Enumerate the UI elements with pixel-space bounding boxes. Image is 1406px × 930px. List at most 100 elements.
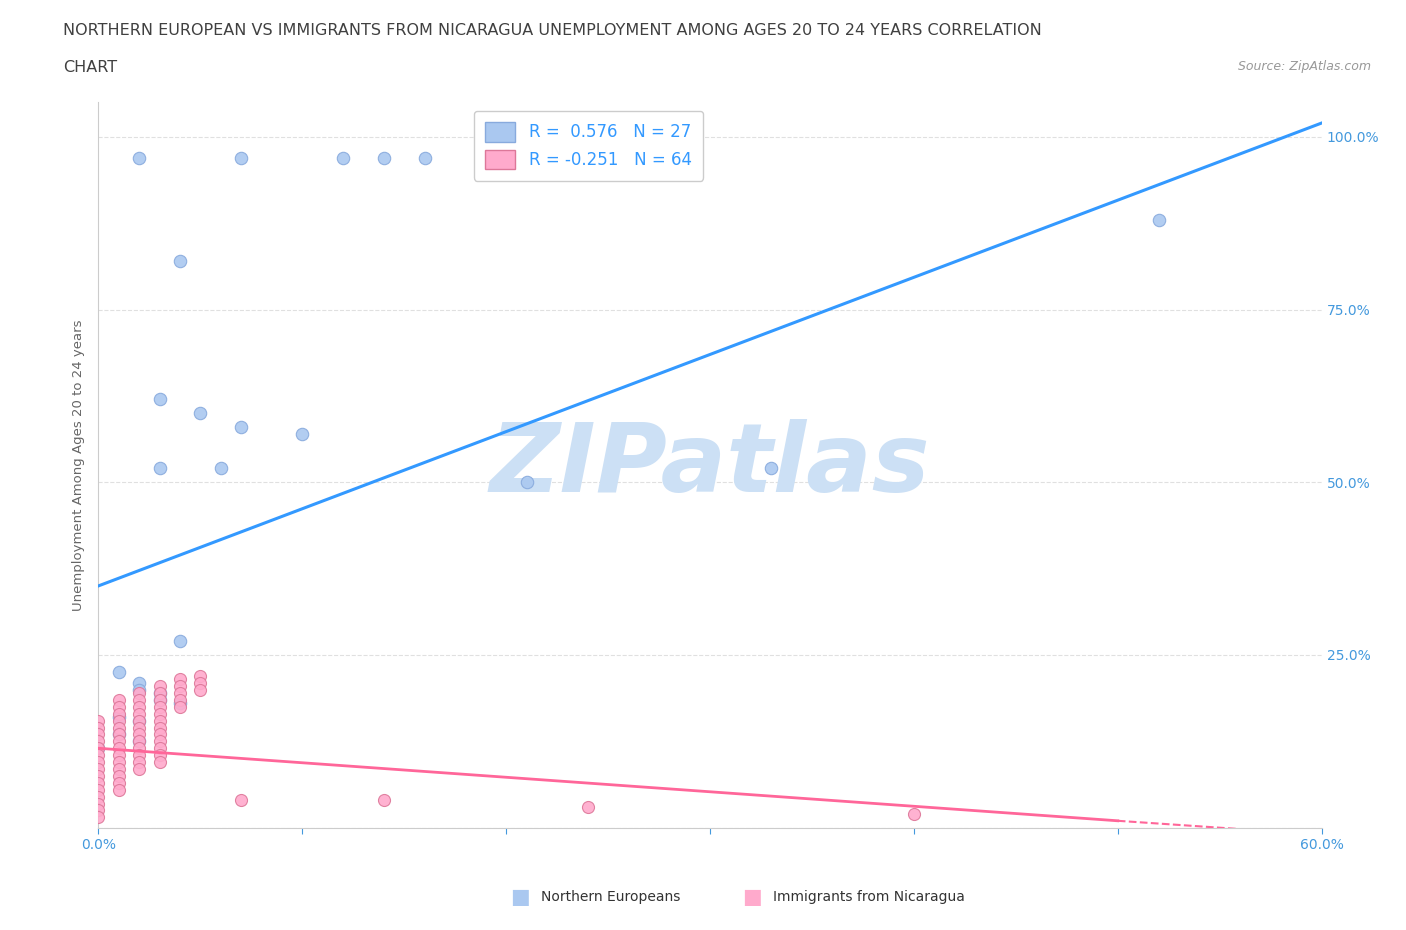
Point (332, 150, 354, 165)
Point (169, 699, 191, 714)
Point (188, 669, 212, 684)
Point (149, 693, 172, 708)
Point (87, 768, 110, 783)
Point (169, 633, 191, 648)
Point (128, 727, 150, 742)
Point (149, 685, 172, 700)
Point (149, 748, 172, 763)
Point (149, 699, 172, 714)
Point (128, 675, 150, 690)
Point (128, 762, 150, 777)
Point (128, 713, 150, 728)
Point (108, 768, 131, 783)
Text: Source: ZipAtlas.com: Source: ZipAtlas.com (1237, 60, 1371, 73)
Point (87, 803, 110, 817)
Point (87, 782, 110, 797)
Y-axis label: Unemployment Among Ages 20 to 24 years: Unemployment Among Ages 20 to 24 years (72, 319, 86, 611)
Point (169, 696, 191, 711)
Point (128, 682, 150, 697)
Point (209, 461, 232, 476)
Point (108, 776, 131, 790)
Point (108, 727, 131, 742)
Point (169, 685, 191, 700)
Point (87, 810, 110, 825)
Text: ■: ■ (742, 887, 762, 908)
Point (1147, 212, 1170, 227)
Point (87, 796, 110, 811)
Point (128, 754, 150, 769)
Point (108, 734, 131, 749)
Point (128, 713, 150, 728)
Point (149, 713, 172, 728)
Point (87, 713, 110, 728)
Point (373, 150, 395, 165)
Point (903, 806, 925, 821)
Point (108, 754, 131, 769)
Text: ZIPatlas: ZIPatlas (489, 418, 931, 512)
Point (169, 254, 191, 269)
Text: NORTHERN EUROPEAN VS IMMIGRANTS FROM NICARAGUA UNEMPLOYMENT AMONG AGES 20 TO 24 : NORTHERN EUROPEAN VS IMMIGRANTS FROM NIC… (63, 23, 1042, 38)
Point (169, 693, 191, 708)
Point (108, 748, 131, 763)
Point (128, 706, 150, 721)
Point (188, 675, 212, 690)
Point (108, 741, 131, 756)
Point (108, 699, 131, 714)
Point (128, 741, 150, 756)
Point (149, 392, 172, 406)
Point (149, 720, 172, 735)
Point (149, 679, 172, 694)
Point (231, 150, 253, 165)
Point (128, 693, 150, 708)
Point (108, 665, 131, 680)
Point (128, 699, 150, 714)
Point (149, 754, 172, 769)
Point (149, 741, 172, 756)
Point (108, 693, 131, 708)
Point (128, 720, 150, 735)
Point (128, 748, 150, 763)
Point (87, 748, 110, 763)
Point (87, 734, 110, 749)
Point (516, 475, 538, 490)
Point (87, 790, 110, 804)
Point (128, 734, 150, 749)
Point (169, 671, 191, 686)
Point (87, 762, 110, 777)
Point (188, 682, 212, 697)
Text: CHART: CHART (63, 60, 117, 75)
Point (149, 685, 172, 700)
Point (188, 405, 212, 420)
Text: Immigrants from Nicaragua: Immigrants from Nicaragua (773, 890, 965, 905)
Point (128, 734, 150, 749)
Point (108, 762, 131, 777)
Point (231, 419, 253, 434)
Point (149, 734, 172, 749)
Point (108, 713, 131, 728)
Legend: R =  0.576   N = 27, R = -0.251   N = 64: R = 0.576 N = 27, R = -0.251 N = 64 (474, 111, 703, 180)
Point (108, 706, 131, 721)
Point (231, 792, 253, 807)
Point (128, 150, 150, 165)
Point (108, 782, 131, 797)
Point (413, 150, 436, 165)
Point (87, 727, 110, 742)
Text: Northern Europeans: Northern Europeans (541, 890, 681, 905)
Point (108, 720, 131, 735)
Point (576, 800, 599, 815)
Text: ■: ■ (510, 887, 530, 908)
Point (108, 710, 131, 724)
Point (149, 727, 172, 742)
Point (149, 706, 172, 721)
Point (291, 427, 314, 442)
Point (149, 693, 172, 708)
Point (87, 776, 110, 790)
Point (87, 720, 110, 735)
Point (373, 792, 395, 807)
Point (87, 754, 110, 769)
Point (128, 685, 150, 700)
Point (761, 461, 783, 476)
Point (149, 461, 172, 476)
Point (87, 741, 110, 756)
Point (87, 741, 110, 756)
